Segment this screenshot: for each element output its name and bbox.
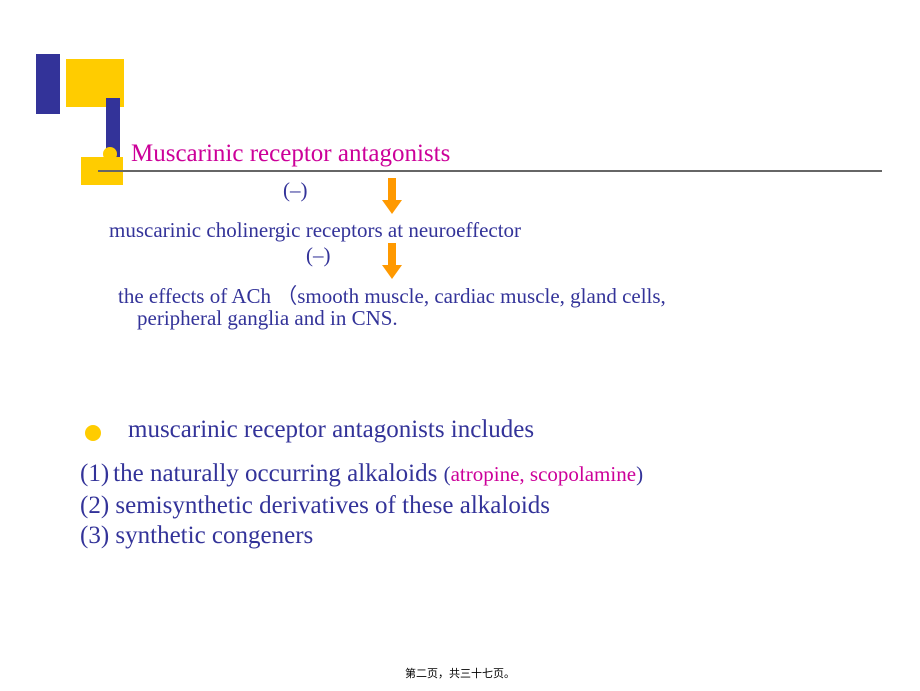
- item1-main: the naturally occurring alkaloids: [113, 460, 443, 487]
- item1-paren-open: (: [444, 462, 451, 486]
- section2-title: muscarinic receptor antagonists includes: [128, 416, 534, 444]
- item3-num: (3): [80, 522, 109, 549]
- arrow-down-icon-2: [388, 243, 402, 279]
- minus-symbol-1: (–): [283, 178, 308, 203]
- effects-text-line2: peripheral ganglia and in CNS.: [137, 306, 398, 331]
- deco-rect-3: [36, 54, 60, 114]
- item1-num: (1): [80, 460, 109, 487]
- title-bullet-icon: [103, 147, 117, 161]
- list-item-3: (3) synthetic congeners: [80, 522, 313, 550]
- item2-num: (2): [80, 492, 109, 519]
- effects-prefix: the effects of ACh: [118, 284, 276, 308]
- effects-rest: smooth muscle, cardiac muscle, gland cel…: [297, 284, 666, 308]
- item1-paren-close: ): [636, 462, 643, 486]
- item1-drugs: atropine, scopolamine: [451, 462, 636, 486]
- section2-bullet-icon: [85, 425, 101, 441]
- title-underline: [98, 170, 882, 172]
- effects-paren: （: [276, 284, 297, 308]
- minus-symbol-2: (–): [306, 243, 331, 268]
- item3-text: synthetic congeners: [109, 522, 313, 549]
- list-item-2: (2) semisynthetic derivatives of these a…: [80, 492, 550, 520]
- list-item-1: (1) the naturally occurring alkaloids (a…: [80, 460, 643, 488]
- receptor-text: muscarinic cholinergic receptors at neur…: [109, 218, 521, 243]
- arrow-down-icon-1: [388, 178, 402, 214]
- page-footer: 第二页，共三十七页。: [0, 665, 920, 681]
- item2-text: semisynthetic derivatives of these alkal…: [109, 492, 550, 519]
- slide-title: Muscarinic receptor antagonists: [131, 140, 450, 168]
